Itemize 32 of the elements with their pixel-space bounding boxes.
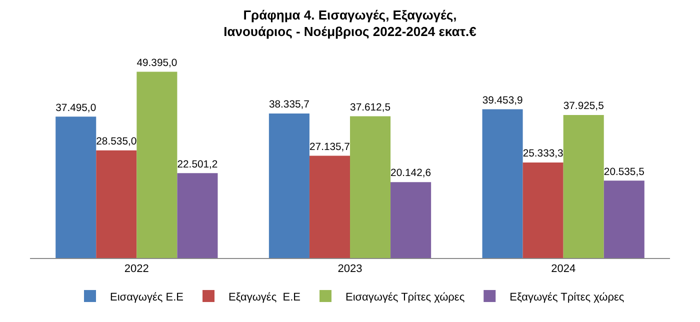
bar	[268, 113, 310, 258]
data-label: 37.495,0	[56, 102, 96, 114]
data-label: 28.535,0	[96, 136, 137, 148]
bar	[390, 182, 432, 258]
bar	[96, 150, 137, 258]
data-label: 20.535,5	[604, 166, 645, 178]
bar	[563, 115, 604, 258]
chart-title: Γράφημα 4. Εισαγωγές, Εξαγωγές, Ιανουάριος - Νοέμβριος 2022-2024 εκατ.€	[224, 7, 476, 40]
legend-label: Εξαγωγές Ε.Ε	[228, 291, 300, 304]
bar	[136, 72, 178, 258]
bar	[604, 180, 644, 258]
legend-label: Εισαγωγές Ε.Ε	[110, 291, 184, 304]
data-label: 25.333,3	[522, 148, 564, 160]
data-label: 37.925,5	[563, 101, 604, 112]
data-label: 37.612,5	[350, 102, 391, 114]
data-label: 39.453,9	[482, 95, 523, 106]
data-label: 38.335,7	[268, 100, 310, 111]
bar	[177, 173, 218, 258]
data-label: 20.142,6	[390, 168, 432, 180]
legend-label: Εξαγωγές Τρίτες χώρες	[510, 291, 624, 304]
legend-label: Εισαγωγές Τρίτες χώρες	[345, 291, 465, 304]
x-tick-label: 2024	[551, 263, 576, 276]
data-label: 22.501,2	[177, 159, 218, 170]
bar	[309, 156, 350, 258]
bar	[522, 162, 564, 258]
x-tick-label: 2023	[338, 263, 362, 276]
bar	[482, 109, 523, 258]
bar	[350, 116, 391, 258]
data-label: 49.395,0	[136, 58, 178, 69]
x-tick-label: 2022	[124, 263, 149, 276]
bar	[56, 116, 96, 258]
data-label: 27.135,7	[310, 142, 350, 153]
